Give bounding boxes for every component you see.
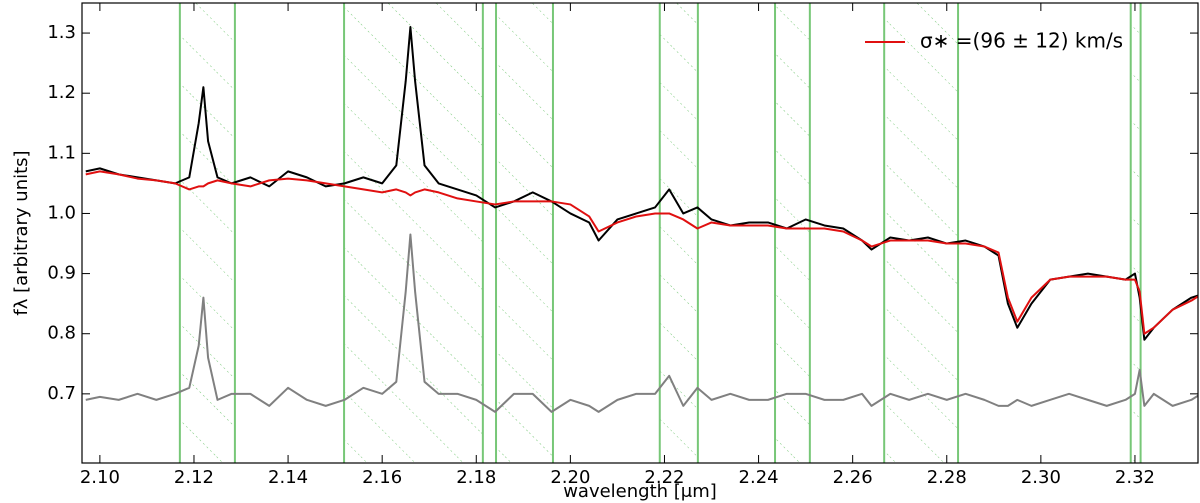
spectrum-line — [85, 170, 1198, 335]
y-tick-label: 0.9 — [47, 263, 76, 284]
masked-region — [884, 3, 959, 463]
y-tick-label: 0.7 — [47, 383, 76, 404]
x-tick-label: 2.16 — [362, 467, 402, 488]
masked-region — [344, 3, 483, 463]
x-tick-label: 2.10 — [80, 467, 120, 488]
x-tick-label: 2.28 — [927, 467, 967, 488]
x-tick-label: 2.30 — [1021, 467, 1061, 488]
y-tick-label: 1.0 — [47, 202, 76, 223]
y-axis-label: fλ [arbitrary units] — [11, 150, 32, 315]
x-tick-label: 2.24 — [739, 467, 779, 488]
y-tick-label: 0.8 — [47, 323, 76, 344]
masked-regions — [178, 3, 1142, 463]
masked-region — [775, 3, 810, 463]
axes: 2.10 2.12 2.14 2.16 2.18 2.20 2.22 2.24 2.26 2.28… — [47, 3, 1198, 488]
y-tick-label: 1.2 — [47, 82, 76, 103]
x-tick-label: 2.26 — [833, 467, 873, 488]
y-tick-label: 1.1 — [47, 142, 76, 163]
legend-label: σ∗ =(96 ± 12) km/s — [920, 29, 1123, 53]
x-tick-label: 2.22 — [644, 467, 684, 488]
masked-region — [496, 3, 553, 463]
masked-region — [659, 3, 698, 463]
masked-region — [179, 3, 235, 463]
x-tick-label: 2.14 — [268, 467, 308, 488]
x-tick-label: 2.18 — [456, 467, 496, 488]
x-tick-label: 2.12 — [174, 467, 214, 488]
masked-region — [1130, 3, 1141, 463]
y-tick-label: 1.3 — [47, 22, 76, 43]
x-tick-label: 2.32 — [1115, 467, 1155, 488]
spectrum-line — [85, 26, 1198, 341]
x-axis-label: wavelength [μm] — [563, 481, 717, 502]
lines — [85, 26, 1198, 413]
legend: σ∗ =(96 ± 12) km/s — [865, 29, 1123, 53]
spectrum-line — [85, 233, 1198, 413]
plot-frame — [81, 2, 1199, 464]
x-tick-label: 2.20 — [550, 467, 590, 488]
